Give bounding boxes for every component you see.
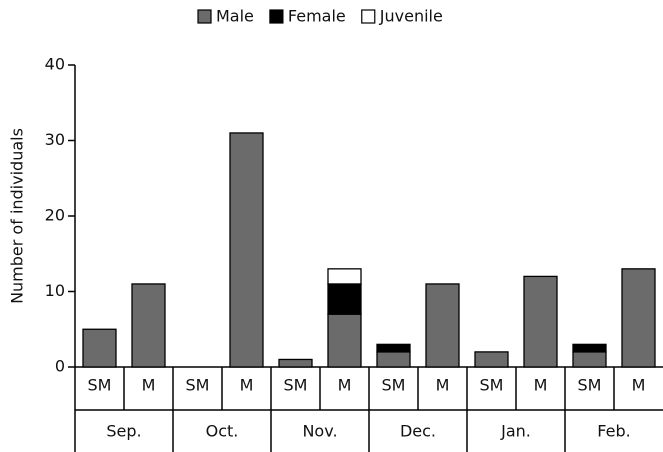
bar-segment xyxy=(572,343,607,353)
x-tick-label: M xyxy=(436,376,450,395)
legend-label: Juvenile xyxy=(379,7,443,26)
group-label: Dec. xyxy=(400,422,436,441)
bar-segment xyxy=(572,351,607,368)
x-tick-label: M xyxy=(240,376,254,395)
bar-segment xyxy=(523,275,558,368)
x-tick-label: SM xyxy=(284,376,308,395)
x-tick-label: SM xyxy=(382,376,406,395)
y-tick-label: 0 xyxy=(55,357,65,376)
group-label: Jan. xyxy=(500,422,531,441)
x-tick-label: SM xyxy=(186,376,210,395)
legend-label: Male xyxy=(216,7,254,26)
y-axis-label: Number of individuals xyxy=(8,128,27,304)
bar-segment xyxy=(82,328,117,368)
bar-segment xyxy=(621,268,656,368)
bar-segment xyxy=(229,132,264,368)
legend-swatch xyxy=(269,9,284,24)
group-label: Nov. xyxy=(302,422,337,441)
bar-segment xyxy=(474,351,509,368)
bar-segment xyxy=(376,343,411,353)
x-tick-label: M xyxy=(142,376,156,395)
x-tick-label: SM xyxy=(480,376,504,395)
y-tick-label: 40 xyxy=(45,55,65,74)
x-tick-label: M xyxy=(338,376,352,395)
bar-segment xyxy=(327,313,362,368)
group-label: Feb. xyxy=(597,422,630,441)
x-tick-label: M xyxy=(534,376,548,395)
bar-segment xyxy=(327,283,362,315)
y-tick-label: 20 xyxy=(45,206,65,225)
group-label: Sep. xyxy=(106,422,141,441)
legend-swatch xyxy=(361,9,376,24)
bar-segment xyxy=(327,268,362,285)
bar-segment xyxy=(278,358,313,368)
x-tick-label: SM xyxy=(88,376,112,395)
legend-swatch xyxy=(197,9,212,24)
group-label: Oct. xyxy=(206,422,239,441)
y-tick-label: 10 xyxy=(45,281,65,300)
x-tick-label: SM xyxy=(578,376,602,395)
bar-segment xyxy=(425,283,460,368)
x-tick-label: M xyxy=(632,376,646,395)
legend-label: Female xyxy=(288,7,346,26)
y-tick-label: 30 xyxy=(45,130,65,149)
bar-segment xyxy=(376,351,411,368)
bar-segment xyxy=(131,283,166,368)
